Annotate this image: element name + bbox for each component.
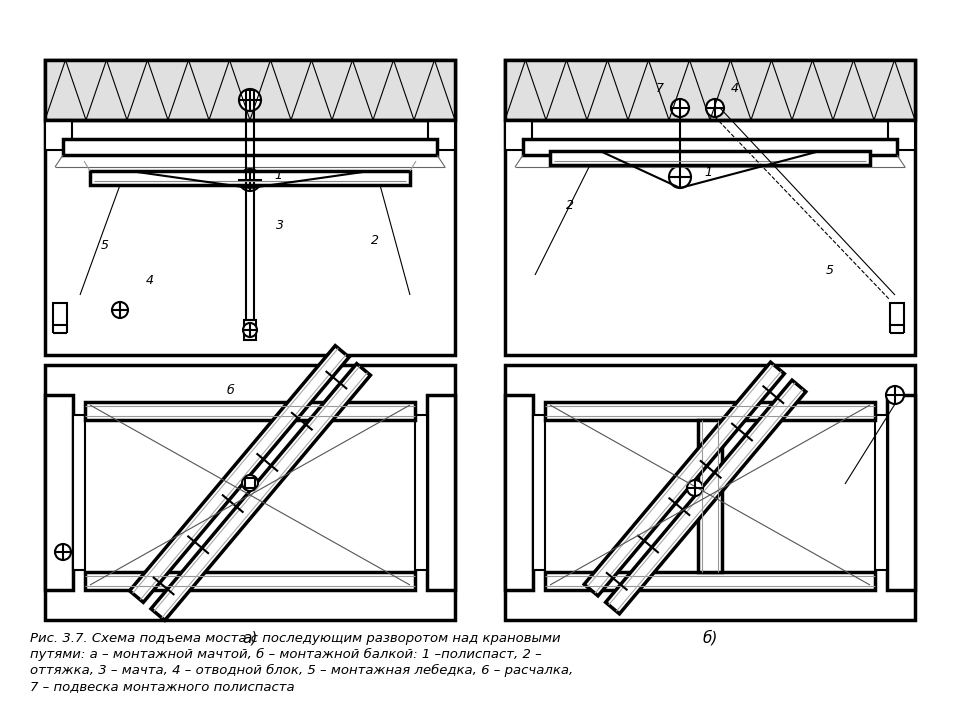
Polygon shape (130, 346, 349, 603)
Text: 7: 7 (656, 81, 664, 94)
Bar (415, 415, 427, 570)
Circle shape (886, 386, 904, 404)
Bar (505, 395, 533, 590)
Bar (505, 365, 915, 620)
Bar (90, 171, 410, 185)
Circle shape (669, 166, 691, 188)
Bar (245, 478, 255, 488)
Bar (73, 415, 85, 570)
Text: 1: 1 (274, 168, 282, 181)
Text: 5: 5 (826, 264, 834, 276)
Bar (505, 60, 915, 355)
Bar (887, 395, 915, 590)
Bar (45, 120, 72, 150)
Text: 2: 2 (371, 233, 379, 246)
Bar (427, 395, 455, 590)
Circle shape (242, 475, 258, 491)
Bar (505, 120, 532, 150)
Text: Рис. 3.7. Схема подъема моста с последующим разворотом над крановыми: Рис. 3.7. Схема подъема моста с последую… (30, 632, 561, 645)
Circle shape (55, 544, 71, 560)
Text: 3: 3 (276, 218, 284, 232)
Text: б): б) (703, 630, 718, 646)
Bar (888, 120, 915, 150)
Bar (545, 402, 875, 420)
Circle shape (239, 169, 261, 191)
Polygon shape (585, 362, 784, 596)
Circle shape (706, 99, 724, 117)
Circle shape (687, 480, 703, 496)
Bar (890, 303, 904, 325)
Bar (698, 420, 722, 572)
Text: 4: 4 (731, 81, 739, 94)
Bar (53, 303, 67, 325)
Circle shape (112, 302, 128, 318)
Bar (45, 365, 455, 620)
Polygon shape (606, 380, 805, 614)
Text: 2: 2 (566, 199, 574, 212)
Text: а): а) (242, 631, 257, 646)
Polygon shape (151, 364, 371, 621)
Text: 7 – подвеска монтажного полиспаста: 7 – подвеска монтажного полиспаста (30, 680, 295, 693)
Circle shape (243, 323, 257, 337)
Bar (45, 60, 455, 355)
Bar (85, 572, 415, 590)
Text: оттяжка, 3 – мачта, 4 – отводной блок, 5 – монтажная лебедка, 6 – расчалка,: оттяжка, 3 – мачта, 4 – отводной блок, 5… (30, 664, 573, 677)
Bar (85, 402, 415, 420)
Text: б: б (227, 384, 234, 397)
Bar (244, 320, 256, 340)
Circle shape (671, 99, 689, 117)
Text: 1: 1 (704, 166, 712, 179)
Bar (545, 572, 875, 590)
Bar (63, 139, 437, 155)
Bar (875, 415, 887, 570)
Text: 4: 4 (146, 274, 154, 287)
Bar (533, 415, 545, 570)
Bar (45, 60, 455, 120)
Text: путями: а – монтажной мачтой, б – монтажной балкой: 1 –полиспаст, 2 –: путями: а – монтажной мачтой, б – монтаж… (30, 648, 541, 661)
Bar (428, 120, 455, 150)
Circle shape (239, 89, 261, 111)
Bar (523, 139, 897, 155)
Text: 5: 5 (101, 238, 109, 251)
Bar (550, 151, 870, 165)
Bar (45, 395, 73, 590)
Bar (505, 60, 915, 120)
